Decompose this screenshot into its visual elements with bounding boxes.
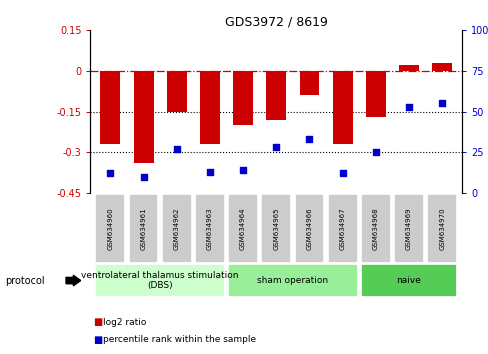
FancyBboxPatch shape	[95, 264, 224, 297]
Bar	[233, 71, 253, 125]
Text: percentile rank within the sample: percentile rank within the sample	[102, 335, 255, 344]
Text: log2 ratio: log2 ratio	[102, 318, 146, 327]
Text: GSM634970: GSM634970	[438, 207, 444, 250]
Text: GSM634966: GSM634966	[306, 207, 312, 250]
Point	[272, 144, 280, 150]
Text: naive: naive	[396, 276, 421, 285]
Bar	[398, 65, 418, 71]
FancyBboxPatch shape	[228, 264, 357, 297]
FancyBboxPatch shape	[195, 194, 224, 263]
Text: GSM634962: GSM634962	[173, 207, 180, 250]
Bar	[200, 71, 220, 144]
Text: ventrolateral thalamus stimulation
(DBS): ventrolateral thalamus stimulation (DBS)	[81, 271, 239, 290]
Bar	[299, 71, 319, 95]
Text: GSM634969: GSM634969	[405, 207, 411, 250]
FancyBboxPatch shape	[393, 194, 423, 263]
FancyBboxPatch shape	[327, 194, 357, 263]
FancyBboxPatch shape	[128, 194, 158, 263]
Text: protocol: protocol	[5, 275, 44, 286]
Text: GSM634963: GSM634963	[206, 207, 212, 250]
Point	[239, 167, 246, 173]
FancyBboxPatch shape	[162, 194, 191, 263]
Point	[205, 169, 213, 175]
FancyBboxPatch shape	[294, 194, 324, 263]
Text: GSM634968: GSM634968	[372, 207, 378, 250]
FancyBboxPatch shape	[360, 194, 390, 263]
Text: ■: ■	[93, 317, 102, 327]
Point	[140, 174, 147, 179]
FancyBboxPatch shape	[95, 194, 125, 263]
Point	[106, 171, 114, 176]
Bar	[266, 71, 285, 120]
FancyBboxPatch shape	[427, 194, 456, 263]
Bar	[133, 71, 153, 163]
FancyBboxPatch shape	[228, 194, 258, 263]
Point	[437, 101, 445, 106]
Title: GDS3972 / 8619: GDS3972 / 8619	[224, 16, 327, 29]
Text: sham operation: sham operation	[257, 276, 328, 285]
Point	[371, 149, 379, 155]
Point	[338, 171, 346, 176]
Text: GSM634960: GSM634960	[107, 207, 113, 250]
Point	[305, 136, 313, 142]
Text: GSM634967: GSM634967	[339, 207, 345, 250]
Point	[404, 104, 412, 109]
Text: ■: ■	[93, 335, 102, 345]
Point	[172, 146, 180, 152]
Text: GSM634961: GSM634961	[140, 207, 146, 250]
FancyBboxPatch shape	[261, 194, 291, 263]
Bar	[431, 63, 451, 71]
Bar	[166, 71, 186, 112]
Text: GSM634964: GSM634964	[240, 207, 245, 250]
Bar	[365, 71, 385, 117]
Bar	[332, 71, 352, 144]
Text: GSM634965: GSM634965	[273, 207, 279, 250]
Bar	[100, 71, 120, 144]
FancyBboxPatch shape	[360, 264, 456, 297]
